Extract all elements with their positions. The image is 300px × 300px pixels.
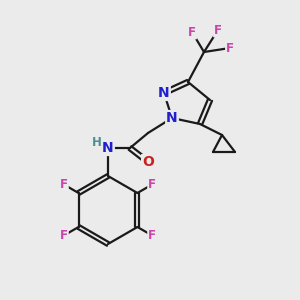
Text: N: N [102, 141, 114, 155]
Text: F: F [214, 23, 222, 37]
Text: F: F [60, 178, 68, 191]
Text: F: F [60, 229, 68, 242]
Text: N: N [166, 111, 178, 125]
Text: F: F [148, 229, 156, 242]
Text: O: O [142, 155, 154, 169]
Text: H: H [92, 136, 102, 149]
Text: F: F [226, 41, 234, 55]
Text: F: F [188, 26, 196, 38]
Text: F: F [148, 178, 156, 191]
Text: N: N [158, 86, 170, 100]
